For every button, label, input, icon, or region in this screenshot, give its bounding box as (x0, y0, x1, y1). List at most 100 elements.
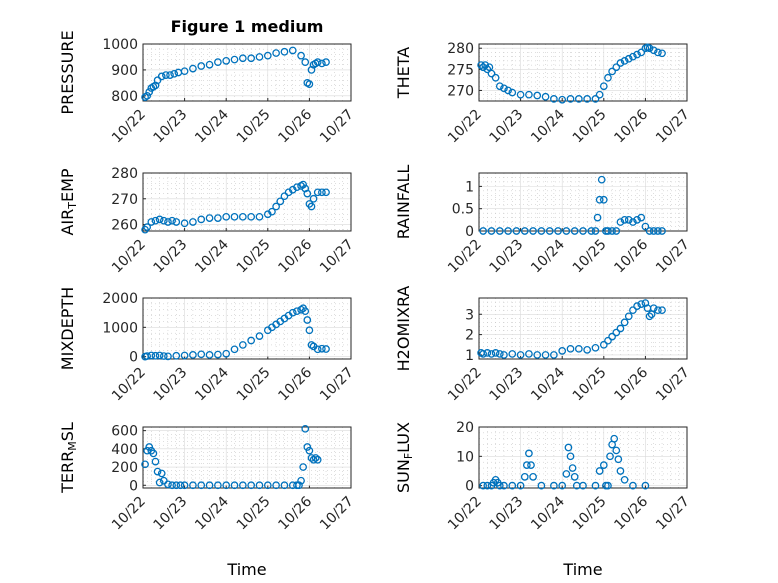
data-point (180, 351, 189, 360)
data-point (295, 481, 303, 490)
data-point (512, 227, 521, 235)
data-point (309, 194, 318, 203)
data-point (649, 46, 658, 55)
data-point (520, 227, 529, 235)
x-tick-label: 10/25 (234, 107, 274, 147)
data-point (164, 352, 172, 361)
data-point (162, 71, 170, 79)
data-point (141, 460, 149, 469)
data-point (495, 227, 504, 235)
data-point (516, 481, 525, 490)
y-axis-label: THETA (394, 47, 413, 99)
x-tick-label: 10/24 (192, 364, 232, 404)
data-point (654, 227, 662, 235)
data-point (525, 350, 533, 358)
data-point (620, 475, 629, 484)
data-point (263, 481, 272, 490)
data-point (649, 227, 658, 235)
data-point (604, 227, 612, 235)
data-point (322, 188, 330, 197)
axes-2: 10/22 10/23 10/24 10/25 10/26 10/27 270 275 280 T… (394, 41, 693, 146)
data-point (550, 95, 558, 103)
data-point (637, 48, 646, 57)
y-axis-label: PRESSURE (58, 30, 77, 114)
data-point (280, 192, 289, 201)
data-point (574, 344, 583, 353)
data-point (629, 481, 637, 490)
data-point (479, 481, 488, 490)
data-point (529, 227, 537, 235)
x-tick-label: 10/24 (192, 236, 232, 276)
data-point (205, 481, 214, 490)
data-point (166, 71, 174, 79)
data-series (479, 175, 666, 235)
data-point (189, 218, 197, 226)
data-point (477, 61, 485, 69)
data-point (591, 95, 600, 103)
x-tick-label: 10/24 (528, 236, 568, 276)
x-tick-label: 10/23 (151, 494, 191, 534)
data-point (612, 227, 621, 235)
data-point (483, 481, 492, 490)
data-point (649, 304, 658, 313)
y-tick-label: 2000 (102, 291, 138, 307)
data-point (616, 467, 625, 475)
x-tick-label: 10/23 (487, 365, 527, 405)
axes-frame (142, 43, 352, 102)
data-point (637, 300, 646, 308)
data-series (141, 304, 330, 361)
data-point (189, 481, 197, 490)
x-axis-label: Time (226, 560, 266, 579)
data-point (597, 175, 606, 184)
x-tick-label: 10/26 (611, 106, 651, 146)
data-point (522, 461, 531, 469)
x-tick-label: 10/25 (570, 365, 610, 405)
data-point (155, 478, 164, 487)
y-tick-label: 1 (465, 179, 474, 195)
x-tick-label: 10/23 (487, 107, 527, 147)
data-point (491, 73, 500, 82)
data-point (500, 351, 508, 359)
data-point (495, 350, 504, 358)
data-point (529, 473, 537, 481)
data-point (550, 351, 558, 359)
data-series (477, 299, 666, 359)
data-point (568, 464, 577, 472)
data-point (214, 481, 222, 490)
data-point (574, 95, 583, 103)
data-point (318, 188, 326, 197)
data-point (645, 227, 654, 235)
minor-grid (143, 298, 351, 359)
data-point (483, 349, 492, 357)
data-point (197, 215, 206, 224)
y-tick-label: 3 (465, 307, 474, 323)
data-point (313, 188, 322, 197)
data-point (587, 227, 596, 235)
data-point (487, 227, 496, 235)
data-point (566, 452, 575, 461)
data-point (247, 336, 256, 345)
y-axis-label: AIRTEMP (58, 168, 79, 235)
data-point (180, 481, 189, 490)
y-tick-label: 275 (447, 62, 474, 78)
data-point (525, 90, 533, 99)
data-point (230, 212, 239, 221)
data-point (222, 56, 231, 65)
data-point (189, 351, 197, 359)
data-point (172, 351, 181, 360)
data-point (205, 214, 214, 222)
data-point (579, 227, 587, 235)
x-tick-label: 10/23 (487, 237, 527, 277)
data-point (272, 481, 280, 490)
axes-4: 10/22 10/23 10/24 10/25 10/26 10/27 0 0.5 1 RAINF… (394, 165, 693, 277)
data-point (591, 227, 600, 235)
x-tick-label: 10/26 (275, 364, 315, 404)
data-point (595, 195, 604, 204)
data-point (322, 58, 330, 66)
y-tick-label: 10 (456, 449, 474, 465)
data-point (616, 218, 625, 226)
data-point (604, 481, 612, 490)
data-point (558, 481, 567, 490)
y-tick-label: 1000 (102, 320, 138, 336)
